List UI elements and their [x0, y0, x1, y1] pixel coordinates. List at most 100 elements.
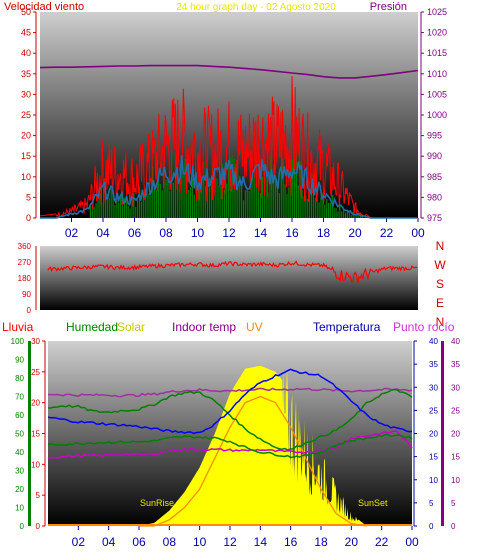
rain-tick-label: 80 — [15, 374, 24, 383]
time-axis-ticks: 02 04 06 08 10 12 14 16 18 20 22 00 — [72, 526, 419, 549]
temp2-tick-label: 30 — [451, 383, 460, 392]
rain-tick-label: 70 — [15, 393, 24, 402]
chart-title: 24 hour graph day - 02 Agosto 2020 — [176, 2, 336, 13]
time-tick-label: 20 — [348, 226, 362, 240]
rain-tick-label: 90 — [15, 356, 24, 365]
pressure-tick-label: 975 — [427, 213, 442, 223]
indoor-line — [48, 387, 413, 398]
time-tick-label: 08 — [159, 226, 173, 240]
wind-tick-label: 5 — [26, 192, 31, 202]
legend-item: Temperatura — [313, 320, 381, 334]
temp-scale-bar — [441, 341, 444, 526]
time-tick-label: 00 — [411, 226, 425, 240]
temp-tick-label: 20 — [429, 430, 438, 439]
pressure-tick-label: 995 — [427, 131, 442, 141]
pressure-tick-label: 985 — [427, 172, 442, 182]
temp2-tick-label: 10 — [451, 476, 460, 485]
wind-tick-label: 0 — [26, 213, 31, 223]
wind-tick-label: 10 — [21, 172, 31, 182]
temp2-tick-label: 20 — [451, 430, 460, 439]
rain-tick-label: 50 — [15, 430, 24, 439]
wind-pressure-series — [39, 64, 419, 219]
rh_low-line — [48, 433, 413, 459]
time-tick-label: 14 — [254, 535, 268, 549]
pressure-line — [39, 64, 419, 79]
wind-tick-label: 20 — [21, 131, 31, 141]
time-tick-label: 12 — [222, 226, 236, 240]
temp-tick-label: 15 — [429, 453, 438, 462]
direction-tick-label: 270 — [18, 258, 32, 267]
temp2-tick-label: 15 — [451, 453, 460, 462]
wind-tick-label: 25 — [21, 110, 31, 120]
time-tick-label: 02 — [65, 226, 79, 240]
wind-axis-ticks: 0 5 10 15 20 25 30 35 40 45 50 — [21, 7, 37, 223]
pressure-tick-label: 1015 — [427, 48, 447, 58]
pressure-tick-label: 1010 — [427, 69, 447, 79]
humidity-tick-label: 25 — [31, 368, 40, 377]
temp-tick-label: 35 — [429, 360, 438, 369]
humidity-tick-label: 30 — [31, 337, 40, 346]
temp-tick-label: 25 — [429, 406, 438, 415]
direction-tick-label: 90 — [22, 290, 31, 299]
time-tick-label: 06 — [132, 535, 146, 549]
temperature-series — [47, 365, 413, 527]
time-tick-label: 00 — [405, 535, 419, 549]
time-tick-label: 08 — [163, 535, 177, 549]
temperature-line — [47, 368, 413, 435]
time-tick-label: 04 — [102, 535, 116, 549]
wind-axis-label: Velocidad viento — [4, 1, 84, 13]
wind-tick-label: 15 — [21, 151, 31, 161]
temp2-tick-label: 25 — [451, 406, 460, 415]
temp2-tick-label: 5 — [451, 499, 456, 508]
humidity-tick-label: 10 — [31, 460, 40, 469]
humidity-tick-label: 20 — [31, 399, 40, 408]
time-tick-label: 10 — [193, 535, 207, 549]
direction-tick-label: 180 — [18, 274, 32, 283]
pressure-tick-label: 990 — [427, 151, 442, 161]
time-tick-label: 10 — [191, 226, 205, 240]
direction-tick-label: 0 — [27, 306, 32, 315]
wind-tick-label: 35 — [21, 69, 31, 79]
wind-tick-label: 45 — [21, 28, 31, 38]
pressure-tick-label: 1025 — [427, 7, 447, 17]
dewpoint-line — [47, 430, 413, 460]
temp-tick-label: 40 — [429, 337, 438, 346]
temp-tick-label: 5 — [429, 499, 434, 508]
legend-item: UV — [246, 320, 263, 334]
humidity-tick-label: 15 — [31, 430, 40, 439]
pressure-tick-label: 1005 — [427, 89, 447, 99]
wind-direction-line — [47, 260, 418, 284]
time-tick-label: 18 — [317, 226, 331, 240]
wind-pressure-chart: Velocidad viento 24 hour graph day - 02 … — [4, 1, 447, 240]
sunrise-label: SunRise — [140, 498, 174, 508]
rain-tick-label: 0 — [20, 522, 25, 531]
temp2-tick-label: 35 — [451, 360, 460, 369]
time-tick-label: 16 — [284, 535, 298, 549]
rain-tick-label: 20 — [15, 485, 24, 494]
wind-direction-series — [47, 260, 418, 284]
wind-tick-label: 40 — [21, 48, 31, 58]
pressure-axis-ticks: 975 980 985 990 995 1000 1005 1010 1015 1020 1025 — [420, 7, 447, 223]
rain-tick-label: 60 — [15, 411, 24, 420]
temp-tick-label: 0 — [429, 522, 434, 531]
compass-letter: W — [434, 258, 446, 272]
compass-letter: N — [436, 239, 445, 253]
temp2-tick-label: 0 — [451, 522, 456, 531]
legend-item: Punto rocío — [393, 320, 455, 334]
wind-tick-label: 30 — [21, 89, 31, 99]
compass-letter: N — [436, 315, 445, 329]
uv-line — [139, 395, 367, 527]
direction-axis-ticks: 0 90 180 270 360 — [18, 242, 37, 315]
direction-tick-label: 360 — [18, 242, 32, 251]
compass-letter: E — [436, 296, 444, 310]
time-tick-label: 20 — [345, 535, 359, 549]
humidity-tick-label: 0 — [36, 522, 41, 531]
legend-item: Lluvia — [2, 320, 34, 334]
rain-tick-label: 10 — [15, 504, 24, 513]
wind-tick-label: 50 — [21, 7, 31, 17]
temp-tick-label: 30 — [429, 383, 438, 392]
humidity-tick-label: 5 — [36, 491, 41, 500]
sunset-label: SunSet — [358, 498, 388, 508]
